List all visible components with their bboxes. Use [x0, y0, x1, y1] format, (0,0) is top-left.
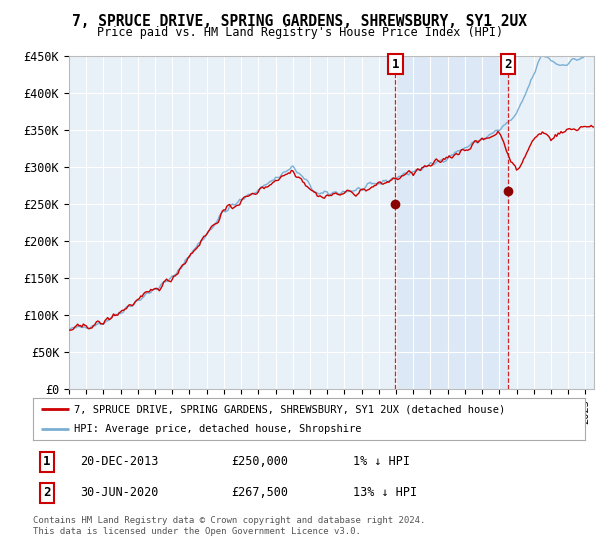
- Text: 2: 2: [504, 58, 512, 71]
- Text: HPI: Average price, detached house, Shropshire: HPI: Average price, detached house, Shro…: [74, 424, 362, 434]
- Text: 1: 1: [392, 58, 399, 71]
- Text: 20-DEC-2013: 20-DEC-2013: [80, 455, 158, 468]
- Text: Price paid vs. HM Land Registry's House Price Index (HPI): Price paid vs. HM Land Registry's House …: [97, 26, 503, 39]
- Text: 7, SPRUCE DRIVE, SPRING GARDENS, SHREWSBURY, SY1 2UX: 7, SPRUCE DRIVE, SPRING GARDENS, SHREWSB…: [73, 14, 527, 29]
- Text: £267,500: £267,500: [232, 486, 289, 499]
- Text: 30-JUN-2020: 30-JUN-2020: [80, 486, 158, 499]
- Text: 2: 2: [43, 486, 50, 499]
- Bar: [395, 56, 508, 389]
- Text: Contains HM Land Registry data © Crown copyright and database right 2024.
This d: Contains HM Land Registry data © Crown c…: [33, 516, 425, 536]
- Text: 13% ↓ HPI: 13% ↓ HPI: [353, 486, 417, 499]
- Text: 1: 1: [43, 455, 50, 468]
- Text: 1% ↓ HPI: 1% ↓ HPI: [353, 455, 410, 468]
- Text: £250,000: £250,000: [232, 455, 289, 468]
- Text: 7, SPRUCE DRIVE, SPRING GARDENS, SHREWSBURY, SY1 2UX (detached house): 7, SPRUCE DRIVE, SPRING GARDENS, SHREWSB…: [74, 404, 506, 414]
